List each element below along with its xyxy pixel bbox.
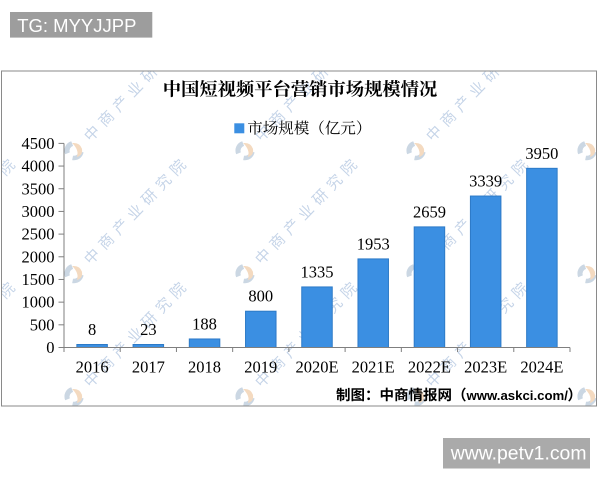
svg-text:2024E: 2024E — [520, 358, 563, 377]
svg-text:3339: 3339 — [469, 172, 502, 191]
svg-text:4000: 4000 — [22, 157, 55, 176]
svg-text:3000: 3000 — [22, 202, 55, 221]
svg-text:2659: 2659 — [413, 202, 446, 221]
svg-text:3500: 3500 — [22, 179, 55, 198]
svg-text:8: 8 — [88, 320, 96, 339]
svg-text:3950: 3950 — [525, 144, 558, 163]
svg-text:2019: 2019 — [244, 358, 277, 377]
svg-text:2018: 2018 — [188, 358, 221, 377]
svg-text:1000: 1000 — [22, 293, 55, 312]
svg-text:4500: 4500 — [22, 134, 55, 153]
svg-text:500: 500 — [30, 315, 55, 334]
svg-text:2500: 2500 — [22, 225, 55, 244]
svg-text:1953: 1953 — [357, 234, 390, 253]
svg-text:0: 0 — [46, 338, 54, 357]
svg-text:www.askci.com/: www.askci.com/ — [466, 388, 569, 403]
svg-text:2023E: 2023E — [464, 358, 507, 377]
svg-text:TG: MYYJJPP: TG: MYYJJPP — [17, 15, 136, 36]
svg-text:2017: 2017 — [132, 358, 165, 377]
svg-text:2016: 2016 — [76, 358, 109, 377]
svg-text:188: 188 — [192, 314, 217, 333]
svg-text:1335: 1335 — [301, 262, 334, 281]
svg-text:www.petv1.com: www.petv1.com — [450, 443, 587, 465]
svg-text:2000: 2000 — [22, 247, 55, 266]
svg-text:800: 800 — [248, 287, 273, 306]
svg-text:2021E: 2021E — [352, 358, 395, 377]
svg-text:2020E: 2020E — [295, 358, 338, 377]
svg-text:23: 23 — [140, 320, 157, 339]
svg-text:2022E: 2022E — [408, 358, 451, 377]
svg-text:1500: 1500 — [22, 270, 55, 289]
